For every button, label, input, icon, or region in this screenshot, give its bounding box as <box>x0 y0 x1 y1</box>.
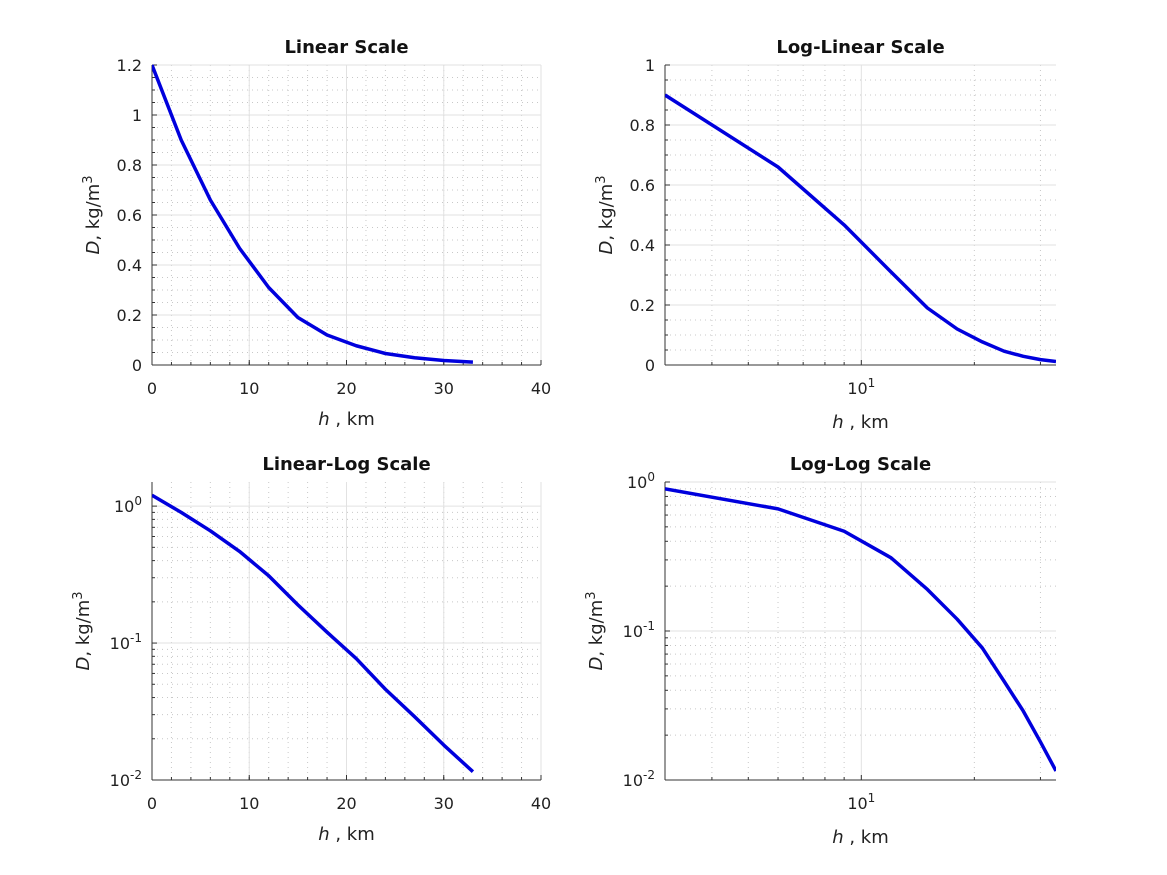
x-tick-label: 101 <box>847 376 875 398</box>
y-axis-unit-superscript: 3 <box>71 591 86 599</box>
chart-title: Linear-Log Scale <box>262 454 430 475</box>
series-line-1 <box>665 487 1056 772</box>
chart-title: Linear Scale <box>284 37 408 58</box>
y-tick-label: 10-2 <box>623 768 655 790</box>
y-axis-label: D, kg/m3 <box>594 175 617 254</box>
y-tick-label: 10-1 <box>110 631 142 653</box>
y-axis-variable: D <box>73 657 94 671</box>
y-axis-unit-superscript: 3 <box>81 175 96 183</box>
y-axis-variable: D <box>596 241 617 255</box>
y-tick-label: 0.6 <box>630 176 655 195</box>
y-tick-label: 1 <box>645 56 655 75</box>
y-tick-label: 0.8 <box>630 116 655 135</box>
y-axis-label: D, kg/m3 <box>584 591 607 670</box>
x-axis-unit: , km <box>330 409 375 430</box>
x-tick-label: 40 <box>531 794 551 813</box>
subplot-4: 101 10-2 10-1 100 Log-Log Scale h , km D, kg/m… <box>584 454 1056 848</box>
y-axis-variable: D <box>586 657 607 671</box>
subplot-2: 101 0 0.2 0.4 0.6 0.8 1 Log-Linear Scale h , km D… <box>594 37 1056 433</box>
x-tick-label: 20 <box>336 794 356 813</box>
subplot-1: 0 10 20 30 40 0 0.2 0.4 0.6 0.8 1 1.2 Linear Scale h … <box>81 37 551 430</box>
x-tick-label: 10 <box>239 794 259 813</box>
x-tick-label: 0 <box>147 379 157 398</box>
x-tick-label: 0 <box>147 794 157 813</box>
x-tick-label: 101 <box>847 791 875 813</box>
x-tick-label: 10 <box>239 379 259 398</box>
y-axis-label: D, kg/m3 <box>81 175 104 254</box>
x-tick-label: 40 <box>531 379 551 398</box>
y-tick-label: 10-2 <box>110 768 142 790</box>
subplot-3: 0 10 20 30 40 10-2 10-1 100 Linear-Log Scale h , … <box>71 454 551 845</box>
y-tick-label: 1.2 <box>117 56 142 75</box>
y-tick-label: 0.4 <box>117 256 142 275</box>
x-axis-variable: h <box>832 827 843 848</box>
y-tick-label: 0 <box>132 356 142 375</box>
series-line-1 <box>152 64 474 364</box>
y-tick-label: 0.8 <box>117 156 142 175</box>
y-axis-unit: , kg/m <box>596 184 617 241</box>
x-axis-label: h , km <box>318 409 375 430</box>
x-axis-unit: , km <box>844 412 889 433</box>
x-axis-variable: h <box>318 409 329 430</box>
y-tick-label: 10-1 <box>623 619 655 641</box>
x-axis-label: h , km <box>318 824 375 845</box>
series-line-1 <box>152 493 475 773</box>
x-axis-label: h , km <box>832 412 889 433</box>
y-axis-label: D, kg/m3 <box>71 591 94 670</box>
y-tick-label: 100 <box>627 470 655 492</box>
y-axis-unit-superscript: 3 <box>594 175 609 183</box>
y-axis-unit-superscript: 3 <box>584 591 599 599</box>
y-tick-label: 100 <box>114 494 142 516</box>
y-axis-unit: , kg/m <box>73 600 94 657</box>
y-tick-label: 0 <box>645 356 655 375</box>
y-axis-variable: D <box>83 241 104 255</box>
x-axis-unit: , km <box>844 827 889 848</box>
x-tick-label: 30 <box>434 794 454 813</box>
x-axis-variable: h <box>832 412 843 433</box>
chart-title: Log-Linear Scale <box>776 37 944 58</box>
x-tick-label: 20 <box>336 379 356 398</box>
x-axis-unit: , km <box>330 824 375 845</box>
y-axis-unit: , kg/m <box>83 184 104 241</box>
x-tick-label: 30 <box>434 379 454 398</box>
y-tick-label: 0.2 <box>117 306 142 325</box>
chart-title: Log-Log Scale <box>790 454 931 475</box>
y-axis-unit: , kg/m <box>586 600 607 657</box>
series-line-1 <box>665 93 1056 364</box>
y-tick-label: 0.4 <box>630 236 655 255</box>
y-tick-label: 0.6 <box>117 206 142 225</box>
y-tick-label: 0.2 <box>630 296 655 315</box>
x-axis-label: h , km <box>832 827 889 848</box>
x-axis-variable: h <box>318 824 329 845</box>
y-tick-label: 1 <box>132 106 142 125</box>
